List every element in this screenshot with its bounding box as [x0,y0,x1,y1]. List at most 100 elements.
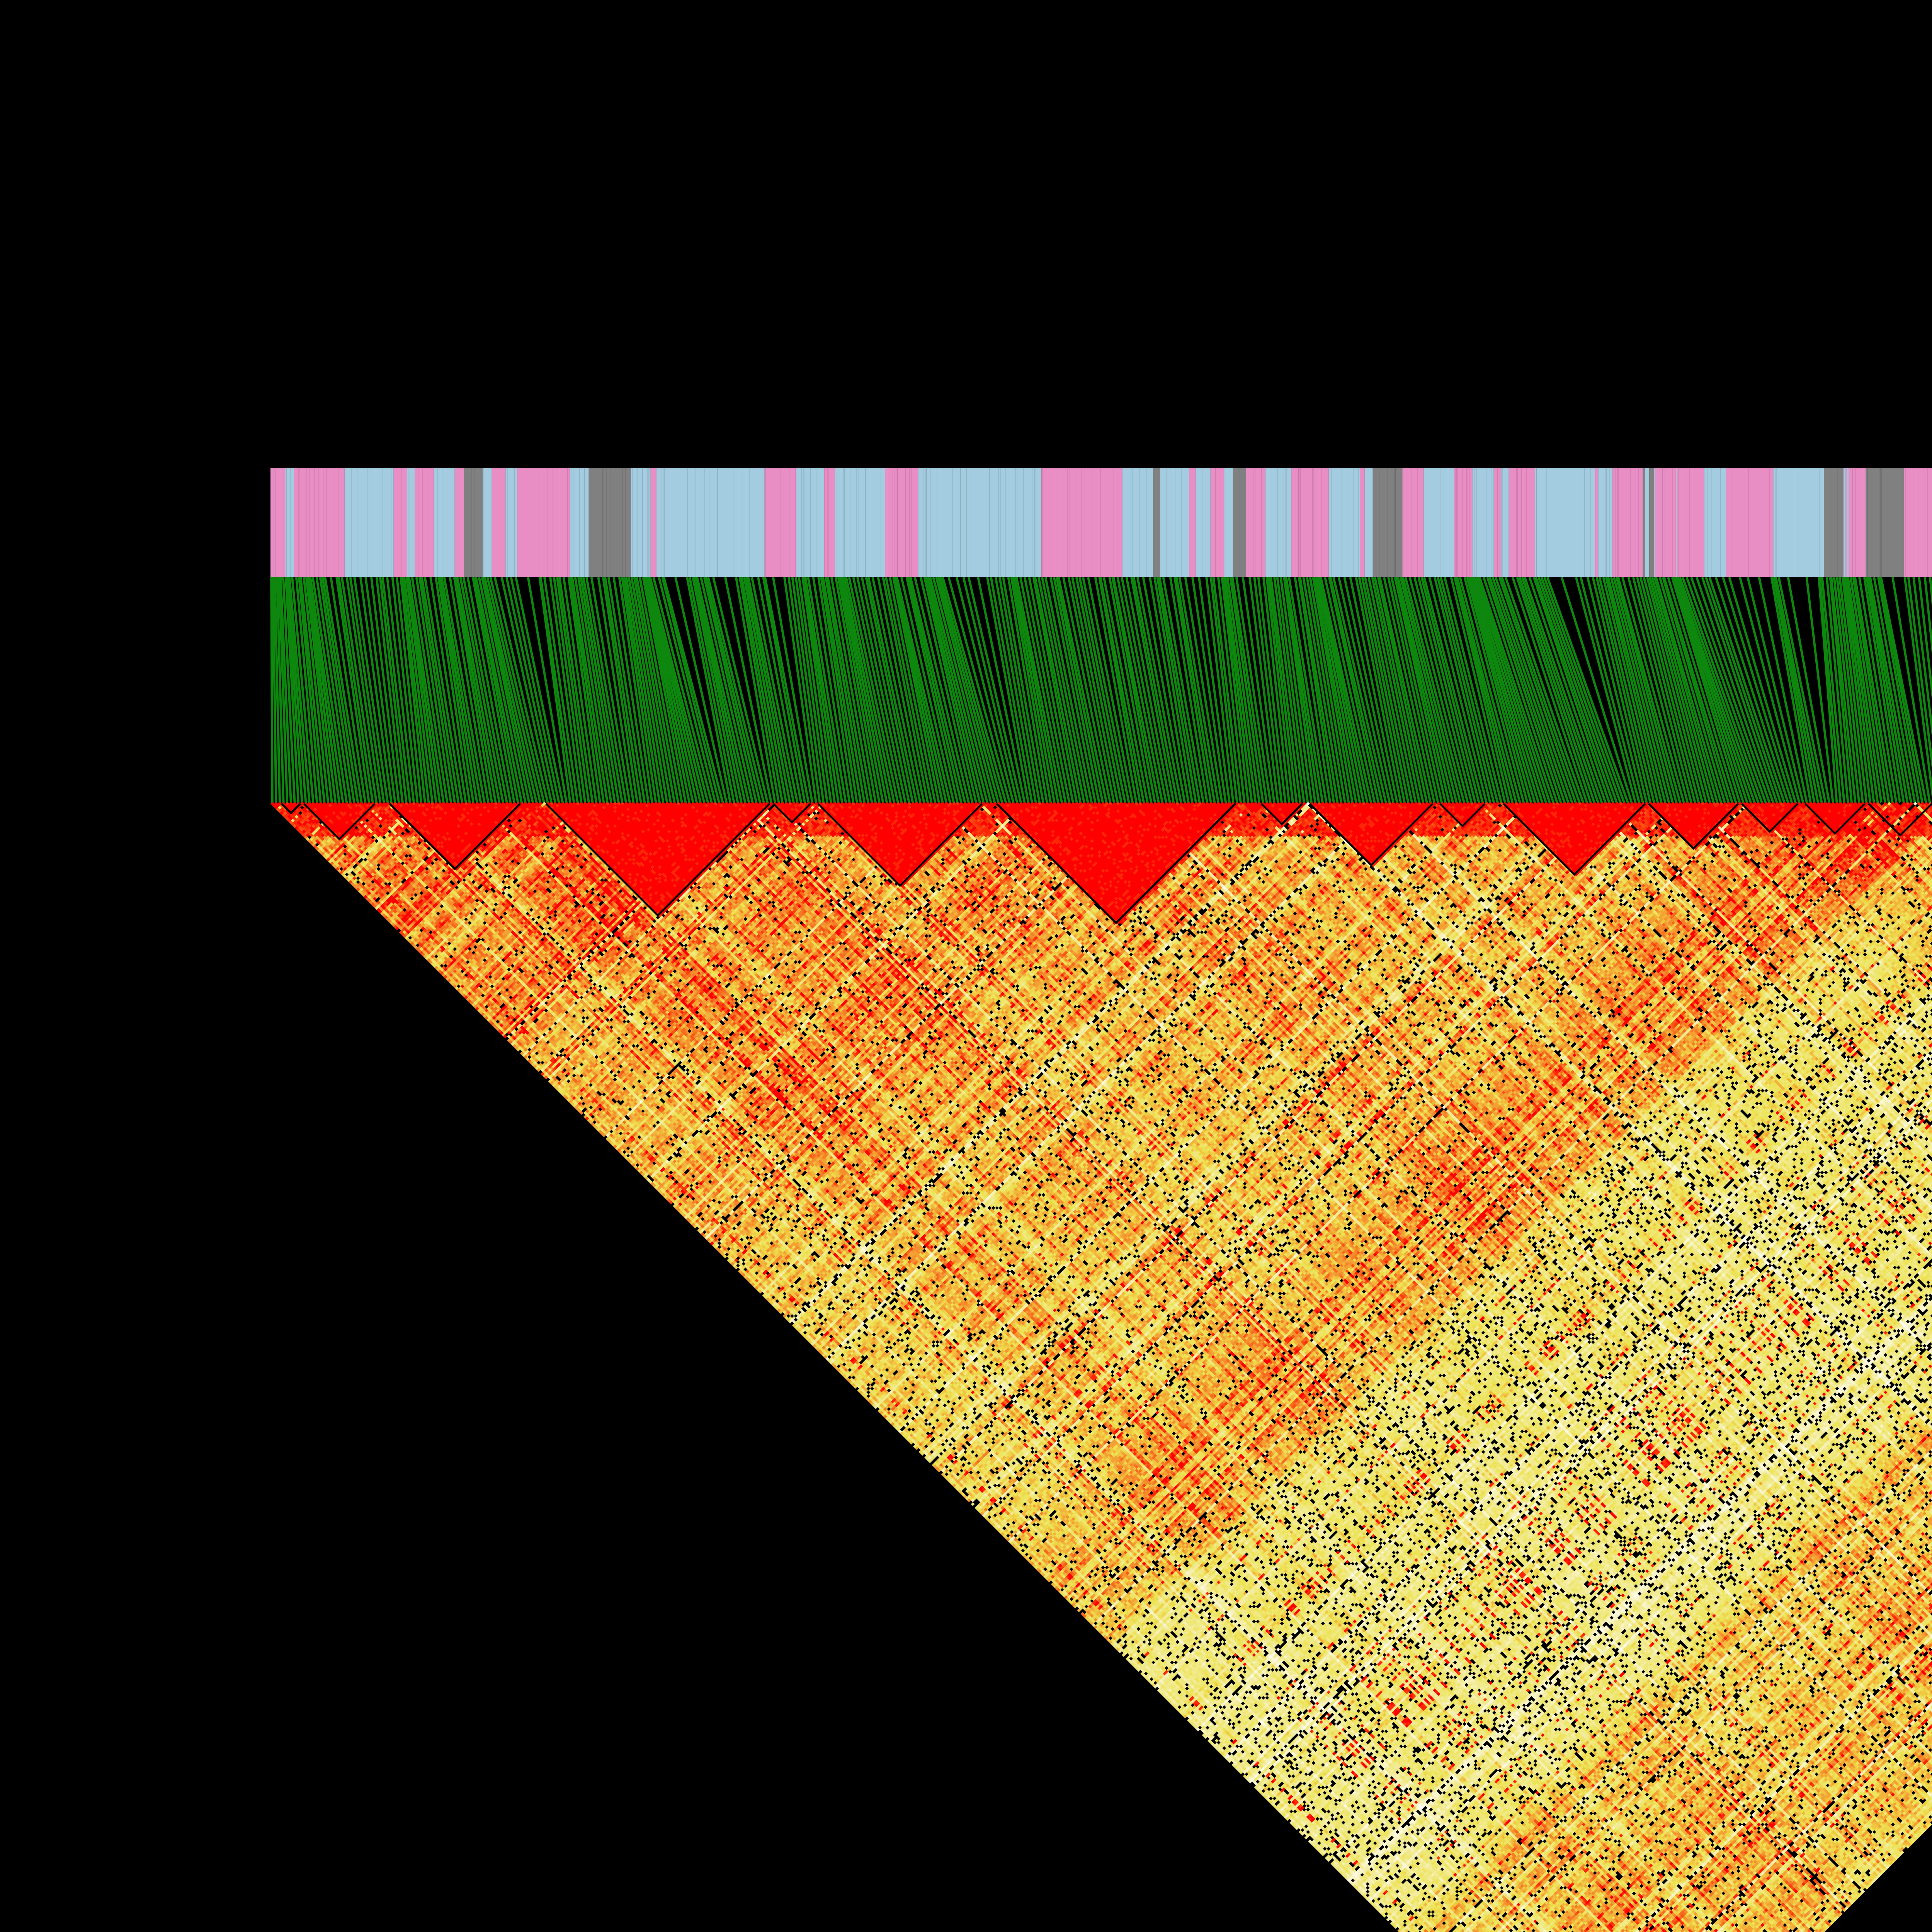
snp-annotation-stripe [383,468,391,577]
haplotype-block-outline [1867,803,1932,837]
snp-annotation-stripe [382,468,383,577]
snp-annotation-stripe [286,468,287,577]
snp-annotation-stripe [310,468,311,577]
snp-annotation-stripe [274,468,276,577]
snp-annotation-stripe [378,468,383,577]
snp-annotation-stripe [391,468,394,577]
snp-annotation-stripe [287,468,289,577]
snp-annotation-stripe [441,468,442,577]
snp-annotation-stripe [505,468,508,577]
haplotype-block-outline [1648,803,1739,850]
haplotype-block-outline [1503,803,1646,876]
snp-annotation-stripe [302,468,306,577]
snp-annotation-stripe [351,468,357,577]
snp-annotation-stripe [393,468,400,577]
snp-annotation-stripe [422,468,427,577]
haplotype-block-outline [772,803,811,824]
snp-annotation-stripe [280,468,281,577]
snp-annotation-stripe [322,468,323,577]
snp-annotation-stripe [327,468,335,577]
snp-annotation-stripe [458,468,463,577]
snp-position-line [286,577,303,804]
snp-annotation-stripe [486,468,489,577]
snp-annotation-stripe [285,468,287,577]
snp-annotation-stripe [454,468,457,577]
snp-annotation-stripe [299,468,302,577]
snp-annotation-stripe [464,468,472,577]
snp-position-line [288,577,311,804]
snp-annotation-stripe [364,468,368,577]
snp-annotation-stripe [475,468,476,577]
snp-annotation-stripe [540,468,541,577]
snp-annotation-stripe [311,468,315,577]
snp-annotation-stripe [415,468,418,577]
haplotype-block-outline [1741,803,1799,833]
snp-annotation-stripe [457,468,458,577]
snp-annotation-stripe [401,468,403,577]
snp-annotation-stripe [407,468,408,577]
snp-annotation-stripe [402,468,406,577]
snp-annotation-stripe [492,468,498,577]
snp-annotation-stripe [463,468,464,577]
snp-annotation-stripe [349,468,352,577]
snp-position-line [284,577,300,804]
haplotype-block-outline [281,803,301,815]
haplotype-block-outline [545,803,770,917]
snp-annotation-stripe [439,468,441,577]
snp-annotation-stripe [437,468,439,577]
haplotype-block-outline [389,803,521,871]
snp-annotation-stripe [344,468,349,577]
snp-position-line [272,577,277,804]
snp-annotation-stripe [446,468,454,577]
snp-annotation-stripe [408,468,410,577]
snp-annotation-stripe [288,468,291,577]
haplotype-block-outline [1309,803,1434,867]
snp-annotation-stripe [306,468,307,577]
snp-annotation-stripe [410,468,415,577]
snp-annotation-stripe [421,468,423,577]
snp-annotation-stripe [294,468,299,577]
snp-annotation-stripe [474,468,476,577]
snp-annotation-stripe [400,468,402,577]
snp-annotation-stripe [375,468,378,577]
snp-annotation-stripe [539,468,540,577]
snp-annotation-stripe [482,468,484,577]
snp-position-line [287,577,307,804]
snp-position-line [276,577,285,804]
snp-annotation-stripe [335,468,338,577]
snp-annotation-stripe [272,468,274,577]
snp-annotation-stripe [507,468,515,577]
snp-position-line [279,577,292,804]
haplotype-block-outline [1439,803,1486,828]
haplotype-block-outline [1804,803,1866,835]
haplotype-block-outline [1260,803,1303,826]
snp-annotation-stripe [434,468,438,577]
haplotype-block-outline [996,803,1236,925]
snp-annotation-stripe [308,468,310,577]
snp-annotation-stripe [498,468,506,577]
snp-annotation-stripe [481,468,483,577]
snp-position-line [282,577,296,804]
snp-annotation-stripe [315,468,319,577]
snp-annotation-stripe [290,468,294,577]
snp-annotation-stripe [489,468,492,577]
snp-annotation-stripe [318,468,322,577]
snp-annotation-stripe [278,468,280,577]
snp-annotation-stripe [339,468,345,577]
snp-annotation-stripe [367,468,375,577]
snp-position-line [274,577,281,804]
snp-position-line [278,577,289,804]
snp-annotation-stripe [406,468,407,577]
snp-annotation-stripe [442,468,446,577]
snp-annotation-stripe [514,468,517,577]
snp-annotation-stripe [357,468,364,577]
snp-annotation-stripe [323,468,327,577]
snp-annotation-stripe [483,468,486,577]
snp-annotation-stripe [306,468,308,577]
snp-position-line [270,577,274,804]
snp-annotation-stripe [454,468,455,577]
snp-annotation-stripe [276,468,278,577]
snp-annotation-stripe [281,468,286,577]
